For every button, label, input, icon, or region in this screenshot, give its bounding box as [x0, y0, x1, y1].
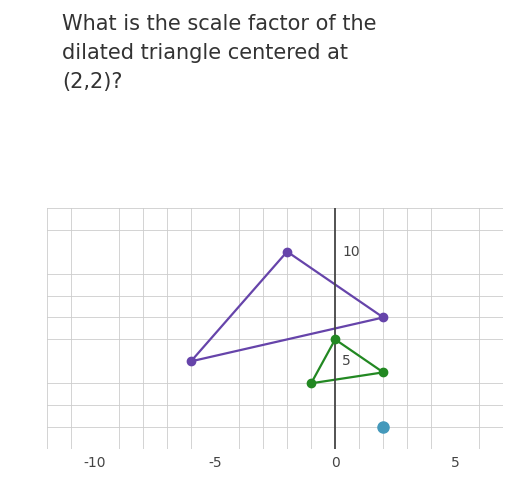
Text: -10: -10: [84, 456, 106, 470]
Text: 10: 10: [343, 244, 360, 258]
Text: 5: 5: [343, 355, 351, 369]
Text: What is the scale factor of the
dilated triangle centered at
(2,2)?: What is the scale factor of the dilated …: [62, 14, 377, 92]
Text: 5: 5: [451, 456, 460, 470]
Text: -5: -5: [208, 456, 222, 470]
Text: 0: 0: [331, 456, 339, 470]
